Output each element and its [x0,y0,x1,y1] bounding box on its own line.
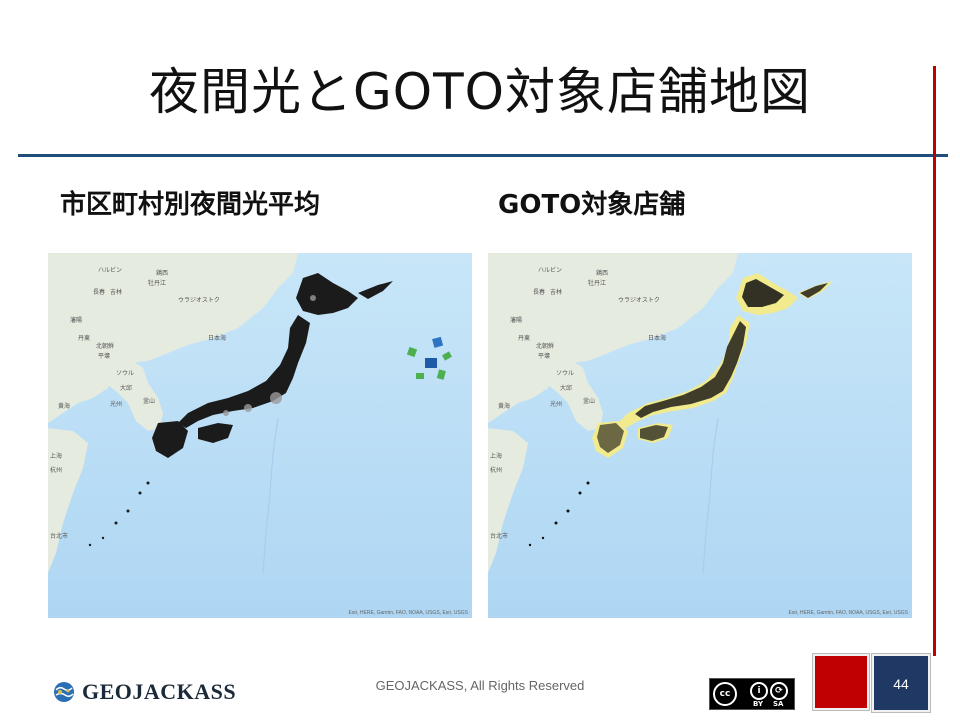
page-number: 44 [893,676,909,692]
label-vladivostok: ウラジオストク [618,297,660,304]
label-taipei: 台北市 [490,533,509,540]
label-daegu: 大邱 [560,385,573,392]
label-jilin: 吉林 [550,289,563,296]
label-yellow-sea: 黄海 [58,403,71,410]
right-panel-heading: GOTO対象店舗 [498,190,686,220]
korea-peninsula [546,361,603,431]
label-dandong: 丹東 [78,335,91,342]
label-hangzhou: 杭州 [490,467,503,474]
page-number-box: 44 [872,654,930,712]
person-icon: i [750,682,768,700]
nightlight-map[interactable]: ハルビン ウラジオストク 長春 吉林 鶏西 牡丹江 瀋陽 丹東 北朝鮮 平壌 ソ… [48,253,472,618]
label-jixi: 鶏西 [156,270,169,277]
map-attribution: Esri, HERE, Garmin, FAO, NOAA, USGS, Esr… [788,610,908,616]
label-busan: 釜山 [143,398,156,405]
accent-red-square [813,654,869,710]
nightlight-highlights [223,295,316,416]
trench-line [262,417,279,574]
label-pyongyang: 平壌 [98,353,111,360]
label-shenyang: 瀋陽 [70,317,83,324]
china-coast [48,428,88,573]
cc-icon: cc [713,682,737,706]
china-coast [488,428,528,573]
footer-copyright: GEOJACKASS, All Rights Reserved [375,678,585,693]
label-shenyang: 瀋陽 [510,317,523,324]
nightlight-map-svg [48,253,472,618]
nansei-islands [528,481,590,547]
title-divider [18,154,948,157]
globe-icon [54,682,74,702]
share-alike-icon: ⟳ [770,682,788,700]
label-seoul: ソウル [556,370,575,377]
label-jixi: 鶏西 [596,270,609,277]
nansei-islands [88,481,150,547]
slide-title: 夜間光とGOTO対象店舗地図 [149,63,811,121]
label-busan: 釜山 [583,398,596,405]
by-label: BY [753,700,764,708]
goto-stores-map[interactable]: ハルビン ウラジオストク 長春 吉林 鶏西 牡丹江 瀋陽 丹東 北朝鮮 平壌 ソ… [488,253,912,618]
left-panel-heading: 市区町村別夜間光平均 [60,190,321,220]
label-jilin: 吉林 [110,289,123,296]
right-red-rule [933,66,936,656]
offshore-blobs [406,336,452,380]
label-sea-of-japan: 日本海 [208,335,227,342]
label-shanghai: 上海 [50,453,63,460]
label-gwangju: 光州 [550,401,563,408]
label-hangzhou: 杭州 [50,467,63,474]
label-mudanjiang: 牡丹江 [588,280,607,287]
cc-license-badge[interactable]: cc i ⟳ BY SA [709,678,795,710]
goto-stores-map-svg [488,253,912,618]
label-north-korea: 北朝鮮 [536,343,555,350]
map-attribution: Esri, HERE, Garmin, FAO, NOAA, USGS, Esr… [348,610,468,616]
label-vladivostok: ウラジオストク [178,297,220,304]
label-north-korea: 北朝鮮 [96,343,115,350]
label-pyongyang: 平壌 [538,353,551,360]
label-seoul: ソウル [116,370,135,377]
logo-text: GEOJACKASS [82,679,237,704]
label-sea-of-japan: 日本海 [648,335,667,342]
geojackass-logo: GEOJACKASS [52,678,236,706]
store-points [597,279,828,453]
label-taipei: 台北市 [50,533,69,540]
label-yellow-sea: 黄海 [498,403,511,410]
label-mudanjiang: 牡丹江 [148,280,167,287]
trench-line [702,417,719,574]
sa-label: SA [773,700,784,708]
label-daegu: 大邱 [120,385,133,392]
label-gwangju: 光州 [110,401,123,408]
label-changchun: 長春 [533,289,546,296]
label-shanghai: 上海 [490,453,503,460]
label-dandong: 丹東 [518,335,531,342]
korea-peninsula [106,361,163,431]
label-harbin: ハルビン [538,267,563,274]
label-harbin: ハルビン [98,267,123,274]
label-changchun: 長春 [93,289,106,296]
japan-nightlight [152,273,393,458]
